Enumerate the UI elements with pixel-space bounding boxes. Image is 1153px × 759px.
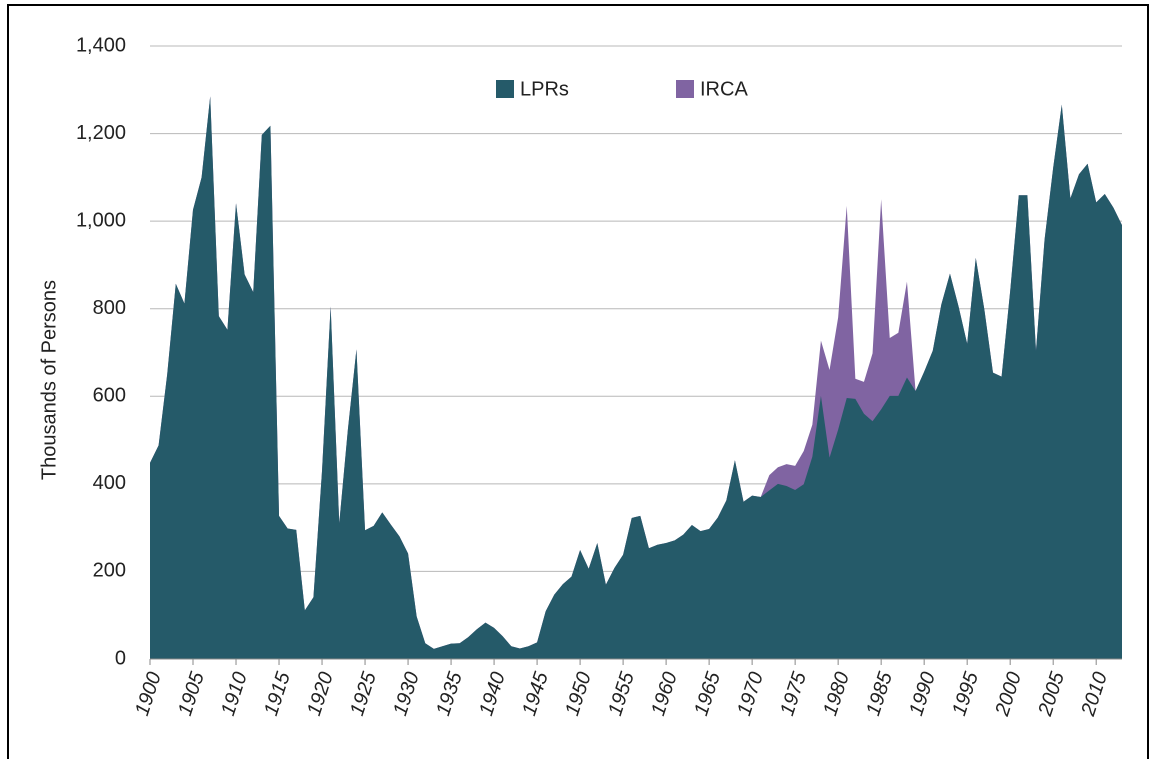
x-tick-label: 1900 <box>131 669 166 718</box>
x-tick-label: 1920 <box>303 669 338 718</box>
y-tick-label: 1,000 <box>76 209 126 231</box>
x-tick-label: 1915 <box>260 669 295 719</box>
area <box>150 96 1122 659</box>
y-tick-label: 1,400 <box>76 34 126 56</box>
y-tick-label: 200 <box>93 560 126 582</box>
legend-label: IRCA <box>700 78 748 100</box>
y-tick-label: 400 <box>93 472 126 494</box>
y-tick-label: 600 <box>93 385 126 407</box>
frame <box>7 4 1149 759</box>
legend-label: LPRs <box>520 78 569 100</box>
x-tick-label: 2010 <box>1077 669 1112 719</box>
x-tick-label: 1965 <box>690 669 725 719</box>
x-tick-label: 1930 <box>389 669 424 718</box>
y-tick-label: 800 <box>93 297 126 319</box>
x-tick-label: 2000 <box>991 669 1026 719</box>
legend-swatch <box>676 80 694 98</box>
x-tick-label: 2005 <box>1034 669 1069 720</box>
legend-swatch <box>496 80 514 98</box>
x-tick-label: 1905 <box>174 669 209 719</box>
x-tick-label: 1950 <box>561 669 596 718</box>
x-tick-label: 1945 <box>518 669 553 719</box>
x-tick-label: 1925 <box>346 669 381 719</box>
x-tick-label: 1935 <box>432 669 467 719</box>
x-tick-label: 1970 <box>733 669 768 718</box>
x-tick-label: 1980 <box>819 669 854 718</box>
x-tick-label: 1985 <box>862 669 897 719</box>
y-tick-label: 1,200 <box>76 122 126 144</box>
x-tick-label: 1955 <box>604 669 639 719</box>
y-axis-title: Thousands of Persons <box>38 280 60 480</box>
x-tick-label: 1960 <box>647 669 682 718</box>
x-tick-label: 1940 <box>475 669 510 718</box>
x-tick-label: 1975 <box>776 669 811 719</box>
y-tick-label: 0 <box>115 647 126 669</box>
x-tick-label: 1910 <box>217 669 252 718</box>
x-tick-label: 1990 <box>905 669 940 718</box>
x-tick-label: 1995 <box>948 669 983 719</box>
